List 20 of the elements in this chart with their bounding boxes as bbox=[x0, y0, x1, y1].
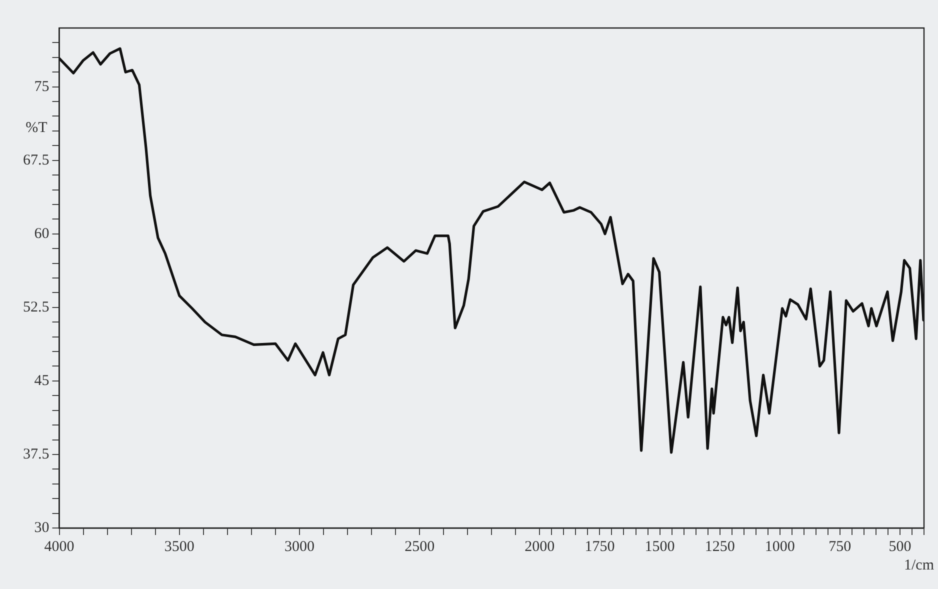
x-tick-label: 1250 bbox=[704, 538, 735, 555]
x-tick-label: 1750 bbox=[584, 538, 615, 555]
x-tick-label: 4000 bbox=[44, 538, 74, 555]
x-tick-label: 2500 bbox=[404, 538, 435, 555]
x-tick-label: 1500 bbox=[644, 538, 675, 555]
y-tick-label: 60 bbox=[34, 226, 50, 242]
x-tick-label: 3500 bbox=[164, 538, 194, 555]
x-tick-label: 3000 bbox=[284, 538, 314, 555]
x-tick-label: 750 bbox=[828, 538, 852, 555]
x-tick-label: 2000 bbox=[524, 538, 555, 555]
y-tick-label: 37.5 bbox=[23, 446, 50, 462]
y-tick-label: 67.5 bbox=[23, 152, 50, 168]
y-tick-label: 75 bbox=[34, 78, 50, 95]
x-tick-label: 500 bbox=[888, 538, 912, 555]
y-tick-label: 52.5 bbox=[23, 299, 50, 316]
x-tick-label: 1000 bbox=[764, 538, 795, 555]
x-axis-title: 1/cm bbox=[904, 557, 934, 574]
y-tick-label: 45 bbox=[34, 372, 50, 389]
y-axis-title: %T bbox=[26, 120, 48, 136]
y-tick-label: 30 bbox=[34, 520, 50, 536]
